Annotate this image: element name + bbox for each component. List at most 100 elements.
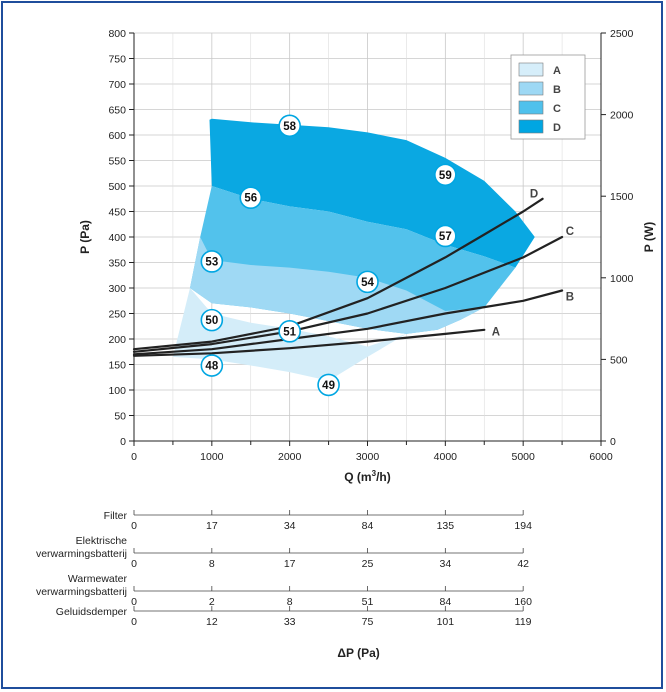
pressure-drop-value: 119 xyxy=(515,616,532,628)
y2-tick-label: 1500 xyxy=(610,191,634,203)
pressure-drop-value: 12 xyxy=(206,616,218,628)
pressure-drop-value: 8 xyxy=(209,558,215,570)
legend-label-d: D xyxy=(553,122,561,134)
curve-b xyxy=(132,289,564,356)
curve-c xyxy=(132,235,564,353)
pressure-drop-value: 2 xyxy=(209,596,215,608)
level-marker-label: 57 xyxy=(439,231,452,243)
y-tick-label: 150 xyxy=(108,360,126,372)
pressure-drop-value: 42 xyxy=(517,558,529,570)
legend-label-c: C xyxy=(553,103,561,115)
level-marker-label: 59 xyxy=(439,170,452,182)
pressure-drop-value: 34 xyxy=(439,558,451,570)
y-tick-label: 550 xyxy=(108,156,126,168)
pressure-drop-value: 135 xyxy=(437,520,455,532)
level-marker xyxy=(200,250,224,273)
pressure-drop-value: 84 xyxy=(439,596,451,608)
level-marker xyxy=(356,270,379,294)
pressure-row-label: verwarmingsbatterij xyxy=(36,586,127,598)
level-marker-label: 48 xyxy=(205,361,218,373)
pressure-table-title: ΔP (Pa) xyxy=(337,646,379,660)
level-marker-label: 54 xyxy=(361,277,374,289)
y-tick-label: 300 xyxy=(108,283,126,295)
y-tick-label: 0 xyxy=(120,436,126,448)
level-marker xyxy=(200,308,224,332)
pressure-drop-value: 17 xyxy=(284,558,296,570)
y-tick-label: 750 xyxy=(108,54,126,66)
pressure-drop-value: 194 xyxy=(514,520,532,532)
y-tick-label: 200 xyxy=(108,334,126,346)
level-marker-label: 58 xyxy=(283,121,296,133)
pressure-drop-value: 51 xyxy=(362,596,374,608)
y-tick-label: 700 xyxy=(108,79,126,91)
y-tick-label: 650 xyxy=(108,105,126,117)
y-tick-label: 450 xyxy=(108,207,126,219)
legend-swatch-c xyxy=(518,100,544,115)
pressure-drop-value: 75 xyxy=(362,616,374,628)
y2-tick-label: 500 xyxy=(610,354,628,366)
region-b xyxy=(190,237,485,334)
curve-label-c: C xyxy=(566,226,574,238)
y2-tick-label: 1000 xyxy=(610,273,634,285)
legend-label-b: B xyxy=(553,84,561,96)
x-tick-label: 0 xyxy=(131,451,137,463)
pressure-drop-value: 84 xyxy=(362,520,374,532)
curve-label-b: B xyxy=(566,292,574,304)
level-marker-label: 53 xyxy=(205,256,218,268)
y-tick-label: 500 xyxy=(108,181,126,193)
y-tick-label: 250 xyxy=(108,309,126,321)
pressure-drop-value: 8 xyxy=(287,596,293,608)
x-tick-label: 2000 xyxy=(278,451,302,463)
level-marker xyxy=(200,354,224,377)
legend-swatch-a xyxy=(518,62,544,77)
level-marker xyxy=(317,373,340,397)
y2-axis-title: P (W) xyxy=(642,222,656,252)
fan-performance-chart: ABCD585956575354505148490501001502002503… xyxy=(36,28,656,660)
level-marker xyxy=(278,114,301,138)
x-tick-label: 3000 xyxy=(356,451,380,463)
pressure-drop-value: 160 xyxy=(514,596,532,608)
x-tick-label: 5000 xyxy=(511,451,535,463)
curve-label-a: A xyxy=(492,326,500,338)
pressure-drop-value: 34 xyxy=(284,520,296,532)
curve-label-d: D xyxy=(530,189,538,201)
level-marker xyxy=(239,186,263,210)
level-marker xyxy=(278,320,301,343)
curve-d xyxy=(132,197,544,351)
pressure-row-label: Warmewater xyxy=(68,573,128,585)
y-tick-label: 50 xyxy=(114,411,126,423)
pressure-drop-value: 0 xyxy=(131,558,137,570)
y-tick-label: 100 xyxy=(108,385,126,397)
y2-tick-label: 2500 xyxy=(610,28,634,40)
level-marker-label: 51 xyxy=(283,326,296,338)
y-tick-label: 350 xyxy=(108,258,126,270)
legend-label-a: A xyxy=(553,65,561,77)
legend-swatch-d xyxy=(518,119,544,134)
level-marker xyxy=(434,163,457,187)
level-marker-label: 49 xyxy=(322,380,335,392)
pressure-drop-value: 0 xyxy=(131,520,137,532)
y2-tick-label: 2000 xyxy=(610,110,634,122)
level-marker xyxy=(434,224,457,248)
curve-a xyxy=(132,328,486,357)
pressure-drop-value: 101 xyxy=(437,616,455,628)
pressure-row-label: Elektrische xyxy=(76,535,128,547)
pressure-row-label: Filter xyxy=(104,510,128,522)
level-marker-label: 56 xyxy=(244,193,257,205)
legend-swatch-b xyxy=(518,81,544,96)
pressure-drop-value: 25 xyxy=(362,558,374,570)
y-tick-label: 800 xyxy=(108,28,126,40)
level-marker-label: 50 xyxy=(205,315,218,327)
x-tick-label: 4000 xyxy=(434,451,458,463)
pressure-drop-value: 33 xyxy=(284,616,296,628)
y-tick-label: 600 xyxy=(108,130,126,142)
y2-tick-label: 0 xyxy=(610,436,616,448)
pressure-drop-value: 0 xyxy=(131,616,137,628)
x-tick-label: 6000 xyxy=(589,451,613,463)
pressure-row-label: verwarmingsbatterij xyxy=(36,548,127,560)
y-tick-label: 400 xyxy=(108,232,126,244)
pressure-drop-value: 17 xyxy=(206,520,218,532)
pressure-row-label: Geluidsdemper xyxy=(56,606,128,618)
x-axis-title: Q (m3/h) xyxy=(344,469,390,484)
